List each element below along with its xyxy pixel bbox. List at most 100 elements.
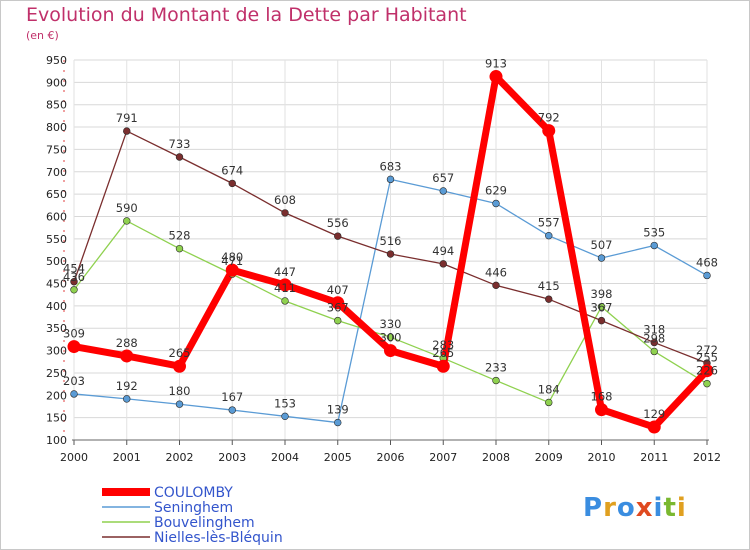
data-point	[545, 398, 553, 407]
axes	[63, 60, 709, 445]
y-tick-label: 900	[46, 76, 67, 89]
data-point	[123, 395, 131, 403]
data-point	[439, 260, 447, 268]
data-point	[173, 359, 186, 373]
data-label: 471	[221, 254, 243, 268]
legend-label: Bouvelinghem	[154, 515, 255, 531]
data-point	[700, 364, 714, 378]
data-label: 590	[116, 201, 138, 215]
data-point	[175, 400, 184, 408]
data-label: 913	[485, 57, 507, 71]
data-point	[334, 232, 342, 240]
data-point	[225, 263, 239, 277]
data-point	[281, 209, 289, 217]
data-point	[595, 403, 608, 417]
data-point	[597, 316, 606, 325]
series-points	[67, 70, 714, 434]
data-label: 480	[221, 250, 243, 264]
y-tick-label: 550	[46, 233, 67, 246]
data-label: 318	[643, 323, 665, 337]
data-point	[545, 231, 553, 240]
data-point	[647, 420, 661, 434]
data-label: 557	[538, 216, 560, 230]
data-label: 674	[221, 163, 243, 177]
data-label: 192	[116, 379, 138, 393]
x-tick-label: 2004	[271, 451, 299, 464]
brand-letter: i	[654, 493, 664, 523]
brand-letter: o	[617, 493, 636, 523]
data-label: 300	[380, 331, 402, 345]
data-label: 683	[380, 159, 402, 173]
data-label: 454	[63, 262, 85, 276]
data-point	[703, 271, 711, 280]
data-label: 436	[63, 270, 85, 284]
chart-title: Evolution du Montant de la Dette par Hab…	[26, 4, 467, 26]
data-point	[597, 254, 606, 262]
y-tick-label: 500	[46, 255, 67, 268]
data-point	[650, 338, 658, 347]
y-tick-label: 750	[46, 143, 67, 156]
y-tick-label: 700	[46, 166, 67, 179]
x-tick-labels: 2000 2001 2002 2003 2004 2005 2006 2007 2008 2009…	[60, 451, 721, 464]
data-point	[492, 281, 500, 290]
data-label: 265	[432, 346, 454, 360]
data-point	[278, 278, 292, 292]
data-point	[650, 347, 658, 356]
data-point	[542, 124, 556, 138]
data-label: 447	[274, 265, 296, 279]
data-point	[334, 418, 342, 427]
x-tick-label: 2006	[377, 451, 405, 464]
y-tick-label: 300	[46, 345, 67, 358]
data-point	[228, 179, 236, 188]
data-point	[281, 412, 289, 421]
data-label: 507	[591, 238, 613, 252]
data-label: 367	[327, 301, 349, 315]
data-label: 608	[274, 193, 296, 207]
data-label: 184	[538, 382, 560, 396]
data-point	[334, 316, 342, 325]
data-label: 733	[169, 137, 191, 151]
data-point	[123, 217, 131, 225]
data-point	[228, 406, 236, 414]
data-label: 129	[643, 407, 665, 421]
data-label: 791	[116, 111, 138, 125]
data-point	[386, 250, 395, 258]
data-label: 494	[432, 244, 454, 258]
y-tick-label: 800	[46, 121, 67, 134]
data-point	[703, 379, 711, 388]
data-point	[439, 187, 447, 195]
data-point	[120, 349, 134, 363]
data-label: 139	[327, 403, 349, 417]
data-label: 516	[380, 234, 402, 248]
y-tick-label: 950	[46, 54, 67, 67]
y-tick-label: 400	[46, 300, 67, 313]
data-point	[492, 376, 500, 385]
y-tick-label: 200	[46, 389, 67, 402]
y-tick-label: 350	[46, 322, 67, 335]
data-label: 792	[538, 111, 560, 125]
x-tick-label: 2002	[166, 451, 194, 464]
data-point	[175, 244, 184, 253]
data-label: 272	[696, 343, 718, 357]
data-point	[492, 199, 500, 208]
data-label: 265	[169, 346, 191, 360]
data-point	[175, 153, 184, 161]
data-labels: 203 192 180 167 153 139 683 657 629 557 507 535 468 4…	[63, 57, 718, 421]
x-tick-label: 2009	[535, 451, 563, 464]
chart-subtitle: (en €)	[26, 29, 59, 42]
data-point	[70, 278, 78, 286]
grid	[73, 59, 708, 441]
data-label: 367	[591, 301, 613, 315]
x-tick-label: 2003	[218, 451, 246, 464]
data-label: 535	[643, 226, 665, 240]
data-point	[67, 340, 81, 354]
data-label: 167	[221, 390, 243, 404]
x-tick-label: 2001	[113, 451, 141, 464]
brand-logo: Proxiti	[583, 493, 687, 523]
data-label: 629	[485, 184, 507, 198]
data-point	[650, 241, 658, 250]
data-label: 283	[432, 338, 454, 352]
data-point	[597, 303, 606, 311]
y-tick-label: 650	[46, 188, 67, 201]
